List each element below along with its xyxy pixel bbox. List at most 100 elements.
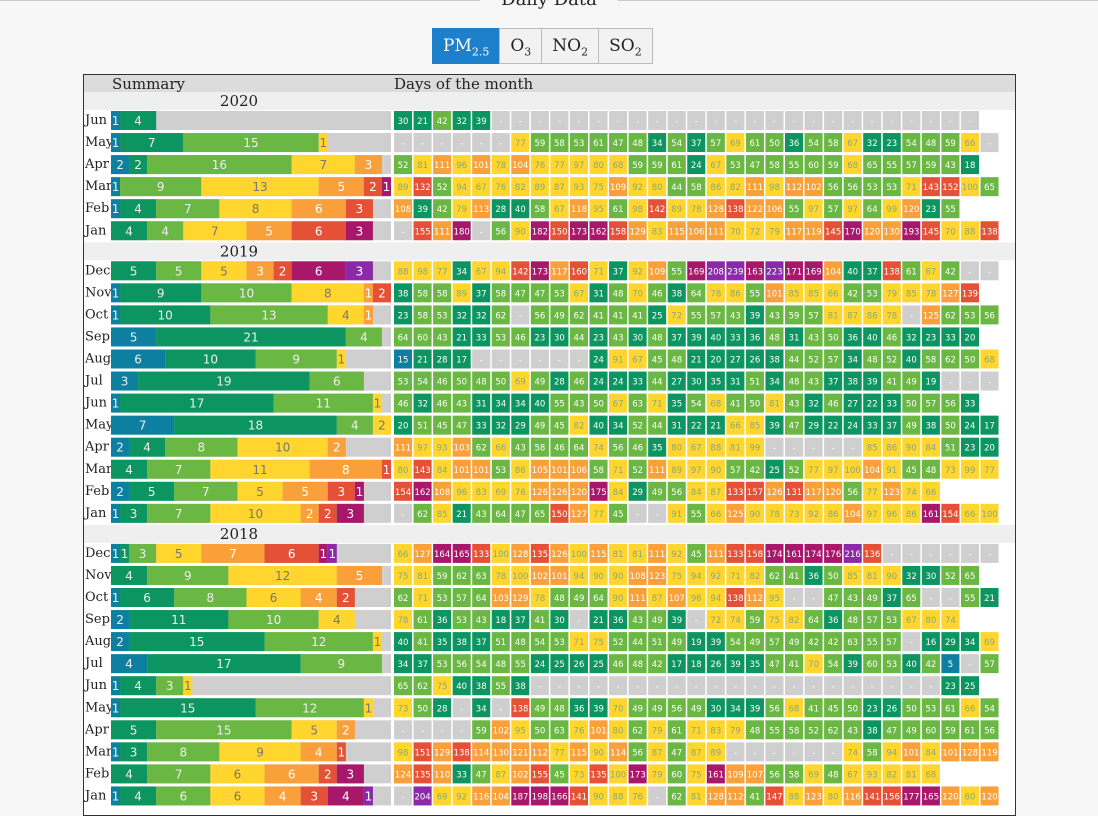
day-value-label: 128: [962, 748, 978, 758]
summary-segment: [210, 764, 265, 784]
day-value-label: 89: [456, 289, 467, 299]
day-cell: [550, 283, 569, 303]
day-cell: [530, 720, 549, 740]
day-cell: [843, 676, 862, 696]
day-cell: [765, 221, 784, 241]
day-value-label: -: [519, 311, 522, 321]
day-value-label: -: [577, 616, 580, 626]
day-value-label: 37: [671, 333, 682, 343]
day-value-label: 77: [554, 748, 565, 758]
tab-o3[interactable]: O3: [499, 28, 543, 64]
day-cell: [452, 698, 471, 718]
day-value-label: -: [519, 356, 522, 366]
day-value-label: 33: [476, 422, 487, 432]
day-cell: [843, 437, 862, 457]
day-cell: [511, 632, 530, 652]
day-value-label: 66: [925, 488, 936, 498]
day-value-label: -: [949, 117, 952, 127]
month-label: Jun: [84, 113, 108, 128]
day-value-label: 70: [808, 660, 819, 670]
tab-so2[interactable]: SO2: [598, 28, 653, 64]
day-value-label: 160: [571, 267, 587, 277]
day-cell: [511, 610, 530, 630]
day-cell: [902, 261, 921, 281]
summary-segment: [129, 437, 166, 457]
summary-segment: [111, 155, 130, 175]
day-value-label: 176: [825, 550, 841, 560]
day-cell: [882, 283, 901, 303]
day-cell: [550, 199, 569, 219]
day-cell: [941, 676, 960, 696]
day-value-label: 75: [437, 682, 448, 692]
day-value-label: 92: [808, 510, 819, 520]
day-cell: [902, 632, 921, 652]
day-cell: [511, 371, 530, 391]
summary-column-header: Summary: [112, 75, 185, 93]
day-value-label: 138: [727, 594, 743, 604]
day-cell: [472, 459, 491, 479]
summary-count-label: 4: [351, 419, 359, 433]
day-value-label: 43: [515, 444, 526, 454]
day-cell: [452, 543, 471, 563]
day-value-label: 90: [515, 227, 526, 237]
day-cell: [569, 481, 588, 501]
summary-count-label: 2: [116, 635, 124, 649]
day-value-label: 96: [691, 594, 702, 604]
day-cell: [569, 610, 588, 630]
day-cell: [902, 155, 921, 175]
summary-count-label: 1: [319, 547, 327, 561]
day-value-label: 38: [671, 289, 682, 299]
summary-count-label: 3: [365, 158, 373, 172]
day-cell: [785, 111, 804, 130]
day-cell: [726, 610, 745, 630]
day-value-label: 150: [551, 510, 567, 520]
day-value-label: 180: [454, 227, 470, 237]
day-cell: [785, 415, 804, 435]
day-value-label: 145: [825, 227, 841, 237]
summary-count-label: 1: [365, 308, 373, 322]
day-value-label: 98: [417, 267, 428, 277]
day-value-label: -: [538, 682, 541, 692]
day-cell: [687, 177, 706, 197]
day-cell: [726, 543, 745, 563]
summary-count-label: 18: [248, 419, 263, 433]
day-cell: [960, 133, 979, 153]
day-value-label: 97: [808, 205, 819, 215]
day-cell: [413, 742, 432, 762]
day-cell: [921, 349, 940, 369]
day-cell: [824, 742, 843, 762]
day-cell: [530, 415, 549, 435]
day-cell: [628, 371, 647, 391]
day-cell: [394, 764, 413, 784]
day-value-label: 49: [652, 488, 663, 498]
day-value-label: 94: [495, 267, 506, 277]
day-cell: [902, 676, 921, 696]
day-value-label: 133: [727, 488, 743, 498]
day-value-label: -: [577, 682, 580, 692]
day-cell: [569, 588, 588, 607]
summary-segment: [210, 503, 301, 523]
day-cell: [921, 503, 940, 523]
day-cell: [785, 393, 804, 413]
day-cell: [589, 481, 608, 501]
tab-pm25[interactable]: PM2.5: [432, 28, 501, 64]
day-cell: [745, 221, 764, 241]
day-value-label: -: [734, 682, 737, 692]
month-label: Aug: [84, 634, 111, 649]
day-value-label: -: [792, 682, 795, 692]
day-value-label: 48: [828, 770, 839, 780]
day-cell: [706, 481, 725, 501]
day-cell: [589, 742, 608, 762]
month-label: Jul: [84, 656, 103, 671]
day-value-label: 100: [981, 510, 997, 520]
day-value-label: 77: [515, 139, 526, 149]
day-cell: [589, 720, 608, 740]
day-value-label: 120: [903, 205, 919, 215]
tab-no2[interactable]: NO2: [541, 28, 600, 64]
day-value-label: 55: [554, 400, 565, 410]
day-value-label: 62: [417, 510, 428, 520]
summary-count-label: 1: [112, 180, 120, 194]
day-cell: [687, 283, 706, 303]
day-cell: [609, 503, 628, 523]
day-value-label: 50: [769, 139, 780, 149]
